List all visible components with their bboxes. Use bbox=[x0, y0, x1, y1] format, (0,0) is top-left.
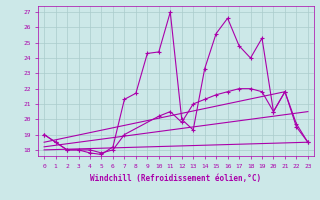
X-axis label: Windchill (Refroidissement éolien,°C): Windchill (Refroidissement éolien,°C) bbox=[91, 174, 261, 183]
